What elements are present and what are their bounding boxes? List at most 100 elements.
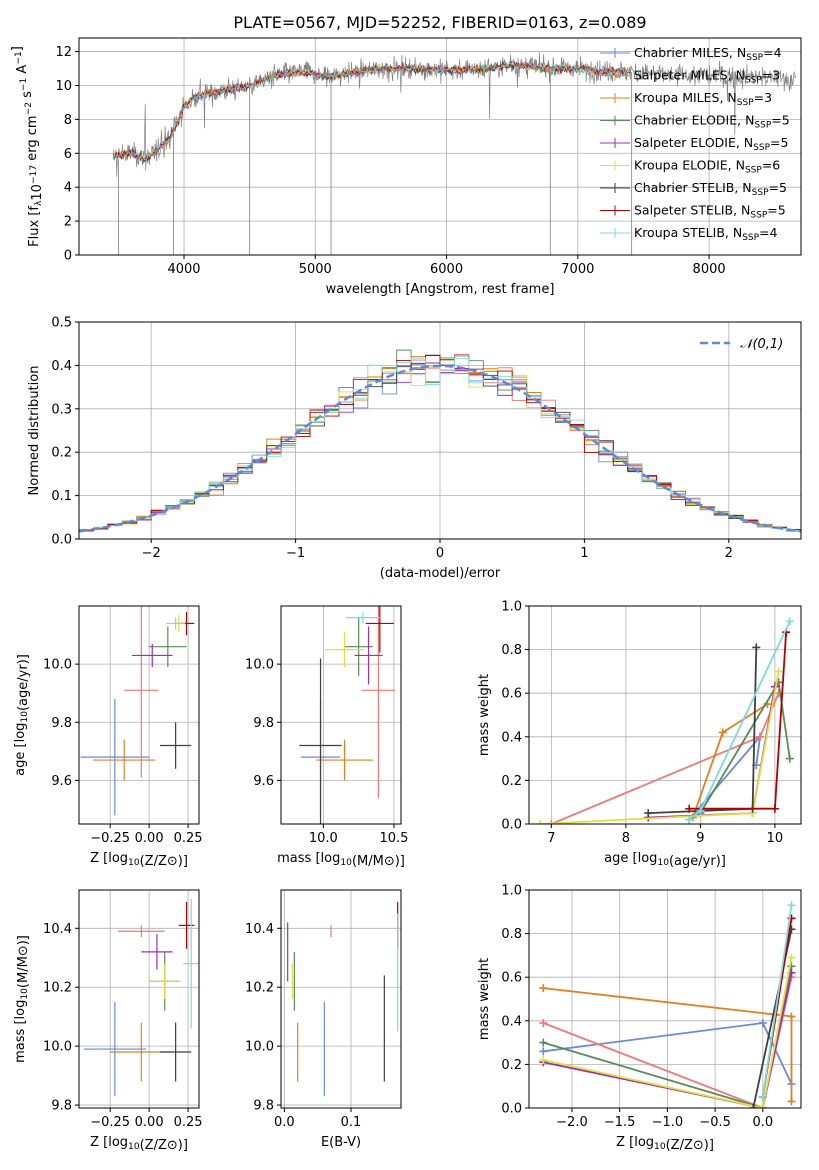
residual_histogram-plot-area [79, 349, 801, 539]
weight-series-marker [536, 820, 545, 824]
errorbar-point [178, 901, 195, 949]
weight-series-marker [539, 1038, 548, 1047]
label-subscript: 10 [340, 858, 352, 868]
spectrum-model-line [112, 60, 631, 162]
spectrum-xtick-label: 7000 [561, 262, 594, 277]
weight-series-marker [685, 815, 694, 824]
age_vs_Z-ytick-label: 10.0 [43, 658, 72, 673]
mass_weight_vs_age-ytick-label: 0.0 [501, 818, 522, 833]
residual_histogram-xlabel: (data-model)/error [380, 566, 501, 581]
spectrum-ylabel: Flux [fλ10−17 erg cm−2 s−1 A−1] [10, 46, 45, 247]
errorbar-point [183, 898, 199, 1029]
errorbar-point [131, 643, 173, 668]
residual_histogram-ylabel: Normed distribution [27, 366, 42, 496]
mass_weight_vs_Z-xtick-label: −1.0 [652, 1115, 684, 1130]
spectrum-model-line [112, 61, 630, 160]
age_vs_mass-ytick-label: 10.0 [245, 658, 274, 673]
spectrum-ytick-label: 10 [55, 79, 72, 94]
spectrum-xtick-label: 4000 [167, 262, 200, 277]
mass_weight_vs_Z-axes: −2.0 −1.5 −1.0 −0.5 0.0 0.0 0.2 0.4 0.6 0.8 1.0 Z [… [477, 884, 802, 1153]
spectrum-model-line [112, 62, 631, 163]
weight-series-marker [787, 901, 796, 910]
mass_vs_ebv-ytick-label: 10.4 [245, 922, 274, 937]
weight-series-marker [758, 1018, 767, 1027]
histogram-legend-label: 𝒩(0,1) [740, 337, 783, 352]
mass_vs_Z-plot-area [83, 898, 199, 1097]
legend-text: Chabrier ELODIE, N [634, 113, 754, 128]
figure-title: PLATE=0567, MJD=52252, FIBERID=0163, z=0… [233, 13, 646, 32]
mass_weight_vs_Z-ytick-label: 0.6 [501, 971, 522, 986]
mass_weight_vs_Z-plot-area [539, 901, 796, 1108]
residual_histogram-xtick-label: −1 [286, 546, 305, 561]
residual_histogram-axes: −2 −1 0 1 2 0.0 0.1 0.2 0.3 0.4 0.5 (data-model)/er… [27, 316, 802, 581]
age_vs_mass-plot-area [299, 606, 396, 824]
mass_vs_Z-xtick-label: 0.25 [174, 1115, 203, 1130]
mass_weight_vs_age-xtick-label: 10 [767, 831, 784, 846]
mass_weight_vs_Z-xtick-label: 0.0 [752, 1115, 773, 1130]
panel-mass_weight_vs_Z: −2.0 −1.5 −1.0 −0.5 0.0 0.0 0.2 0.4 0.6 0.8 1.0 Z [… [477, 884, 802, 1153]
weight-series-marker [785, 754, 794, 763]
mass_weight_vs_Z-ytick-label: 1.0 [501, 884, 522, 899]
weight-series-marker [547, 820, 556, 824]
mass_vs_ebv-axes: 0.0 0.1 9.8 10.0 10.2 10.4 E(B-V) [245, 889, 402, 1150]
age_vs_mass-axes: 10.0 10.5 9.6 9.8 10.0 mass [log10(M/M⊙)] [245, 605, 408, 869]
mass_weight_vs_age-xtick-label: 7 [547, 831, 555, 846]
age_vs_mass-ytick-label: 9.8 [253, 716, 274, 731]
label-subscript: 10 [654, 1142, 666, 1152]
age_vs_mass-frame [280, 605, 402, 825]
label-part: mass [ [13, 1019, 28, 1062]
weight-series-marker [758, 1093, 767, 1102]
spectrum-frame [78, 37, 802, 256]
weight-series-marker [539, 1018, 548, 1027]
mass_weight_vs_Z-ylabel: mass weight [477, 958, 492, 1040]
label-part: Normed distribution [27, 366, 42, 496]
errorbar-point [316, 739, 373, 781]
weight-series-marker [758, 1104, 767, 1108]
legend-subscript: SSP [742, 233, 759, 243]
label-part: ] [10, 46, 25, 51]
label-part: Flux [f [27, 206, 42, 247]
spectrum-model-line [112, 63, 630, 162]
age_vs_mass-xlabel: mass [log10(M/M⊙)] [277, 851, 405, 869]
residual_histogram-ytick-label: 0.4 [51, 359, 72, 374]
errorbar-point [160, 1022, 192, 1082]
weight-series-line [543, 957, 793, 1108]
weight-series-marker [785, 617, 794, 626]
label-part: log [321, 851, 341, 866]
mass_weight_vs_age-ytick-label: 0.6 [501, 687, 522, 702]
mass_weight_vs_age-ytick-label: 0.8 [501, 643, 522, 658]
age_vs_Z-xtick-label: −0.25 [90, 831, 130, 846]
legend-text: =3 [762, 68, 780, 83]
weight-series-marker [685, 804, 694, 813]
legend-subscript: SSP [754, 121, 771, 131]
legend-entry: Kroupa STELIB, NSSP=4 [634, 225, 778, 243]
legend-text: =6 [762, 158, 780, 173]
legend-text: Kroupa ELODIE, N [634, 158, 745, 173]
mass_weight_vs_Z-xtick-label: −1.5 [604, 1115, 636, 1130]
legend-subscript: SSP [752, 188, 769, 198]
legend-text: =4 [759, 225, 777, 240]
residual_histogram-xtick-label: 2 [725, 546, 733, 561]
residual_histogram-ytick-label: 0.5 [51, 316, 72, 331]
weight-series-marker [696, 806, 705, 815]
weight-series-marker [787, 953, 796, 962]
residual_histogram-xtick-label: 1 [580, 546, 588, 561]
label-subscript: 10 [128, 858, 140, 868]
spectrum-data-line [112, 52, 797, 177]
errorbar-point [160, 722, 192, 769]
spectrum-xtick-label: 6000 [430, 262, 463, 277]
weight-series-marker [718, 728, 727, 737]
mass_vs_Z-xlabel: Z [log10(Z/Z⊙)] [90, 1135, 188, 1153]
age_vs_Z-xtick-label: 0.25 [174, 831, 203, 846]
label-part: (Z/Z⊙)] [140, 1138, 188, 1153]
residual_histogram-grid [79, 321, 801, 540]
spectrum-ytick-label: 0 [64, 249, 72, 264]
label-subscript: 10 [20, 988, 30, 1000]
legend-subscript: SSP [745, 76, 762, 86]
mass_vs_Z-ytick-label: 10.4 [43, 922, 72, 937]
weight-series-line [540, 671, 780, 824]
label-part: log [634, 1135, 654, 1150]
age_vs_mass-grid [281, 606, 401, 824]
age_vs_mass-xtick-label: 10.0 [309, 831, 338, 846]
